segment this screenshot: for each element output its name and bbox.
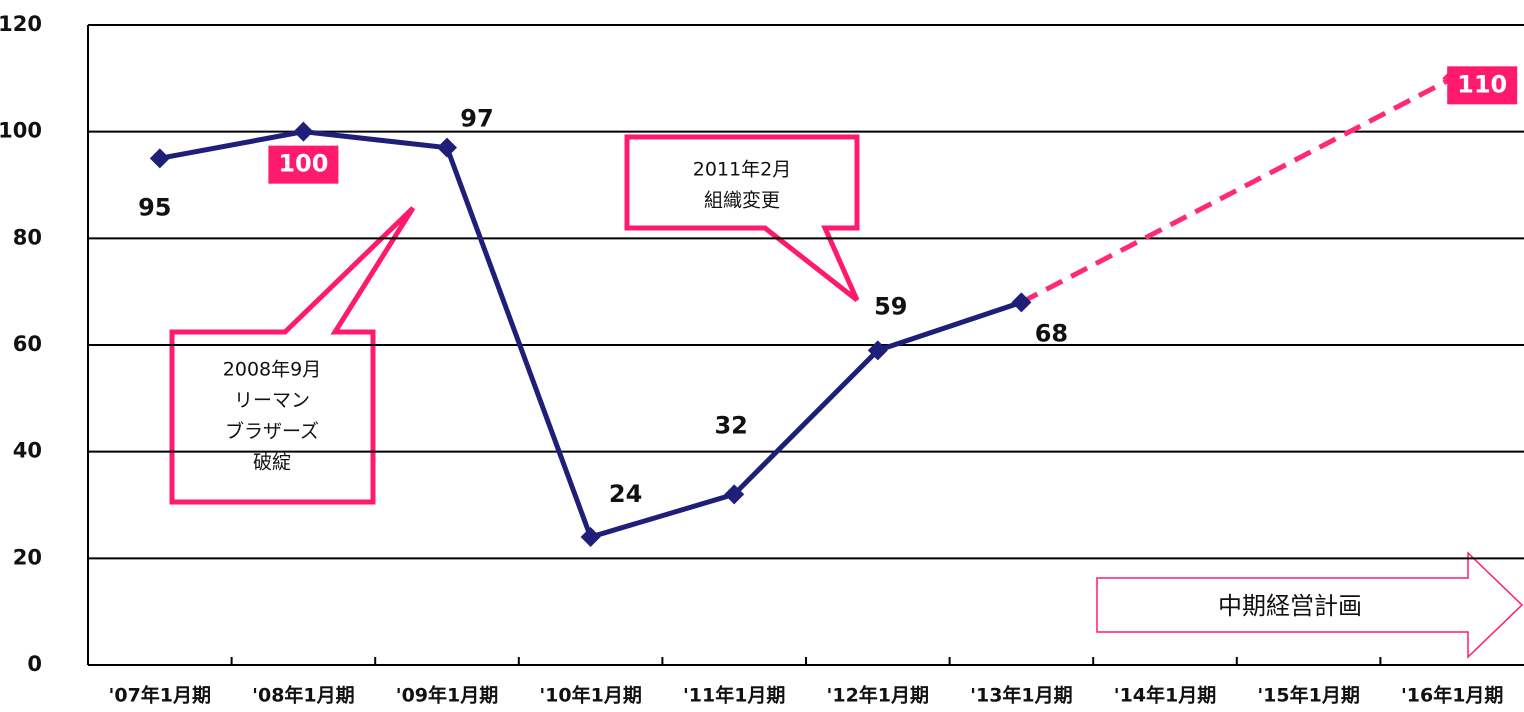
x-tick-label: '12年1月期 [827,684,929,707]
data-label: 32 [714,411,747,439]
y-tick-label: 80 [13,225,42,249]
data-label: 97 [460,105,493,133]
label-box [1447,66,1518,105]
arrow-shape [1096,551,1524,659]
arrow-label: 中期経営計画 [1218,592,1362,620]
x-tick-label: '10年1月期 [539,684,641,707]
marker [293,121,314,142]
y-tick-label: 0 [27,652,42,676]
x-tick-label: '13年1月期 [970,684,1072,707]
x-tick-label: '14年1月期 [1114,684,1216,707]
data-label: 68 [1035,319,1068,347]
x-tick-label: '15年1月期 [1257,684,1359,707]
series-line [1020,76,1454,305]
y-tick-label: 100 [0,119,42,143]
marker [580,527,601,547]
x-tick-label: '09年1月期 [396,684,498,707]
y-tick-label: 20 [13,545,42,569]
data-label: 110 [1457,70,1507,98]
x-tick-label: '08年1月期 [252,684,354,707]
x-tick-label: '11年1月期 [683,684,785,707]
callout-text: リーマン [234,390,310,412]
x-tick-label: '16年1月期 [1401,684,1503,707]
y-tick-label: 60 [13,332,42,356]
marker [867,340,888,361]
data-label: 100 [278,150,328,178]
label-box [268,145,339,184]
marker [437,137,457,158]
marker [724,484,745,505]
callout-text: 2011年2月 [693,159,791,181]
data-label: 95 [138,193,171,221]
callout-box [624,134,860,302]
y-tick-label: 120 [0,12,42,36]
data-label: 59 [874,292,907,320]
callout-text: ブラザーズ [225,420,319,443]
callout-text: 2008年9月 [223,359,321,381]
callout-box [169,206,416,505]
callout-text: 破綻 [253,452,291,474]
callout-text: 組織変更 [704,190,780,212]
y-tick-label: 40 [13,439,42,463]
marker [1011,292,1032,313]
x-tick-label: '07年1月期 [109,684,211,707]
marker [149,148,170,169]
data-label: 24 [609,480,642,508]
